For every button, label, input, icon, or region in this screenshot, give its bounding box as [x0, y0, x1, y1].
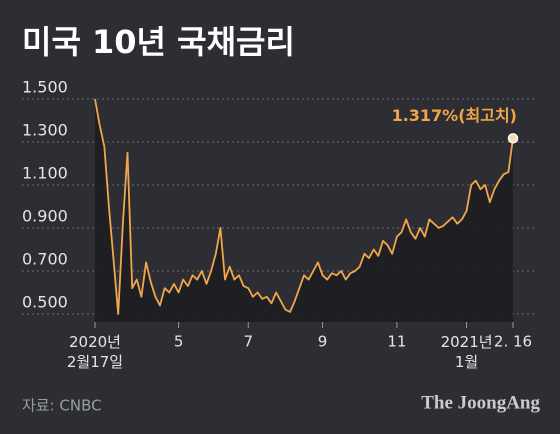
annotation: 1.317%(최고치): [392, 106, 517, 125]
source: 자료: CNBC: [22, 397, 102, 415]
line: [94, 98, 514, 315]
x-tick-label: 9: [318, 333, 328, 351]
x-tick-label: 2021년 1월: [441, 333, 493, 371]
x-tick-label: 7: [243, 333, 253, 351]
x-tick-label: 2020년 2월17일: [67, 333, 123, 371]
y-tick-label: 0.900: [22, 207, 68, 226]
area: [95, 99, 513, 322]
y-tick-label: 1.100: [22, 164, 68, 183]
y-tick-label: 0.500: [22, 293, 68, 312]
x-tick-label: 5: [174, 333, 184, 351]
y-tick-label: 1.500: [22, 78, 68, 97]
y-tick-label: 0.700: [22, 250, 68, 269]
x-tick-label: 2. 16: [494, 333, 532, 351]
x-tick-label: 11: [387, 333, 406, 351]
peak-marker: [507, 133, 519, 144]
y-tick-label: 1.300: [22, 121, 68, 140]
chart-title: 미국 10년 국채금리: [22, 23, 295, 61]
logo: The JoongAng: [421, 392, 540, 413]
